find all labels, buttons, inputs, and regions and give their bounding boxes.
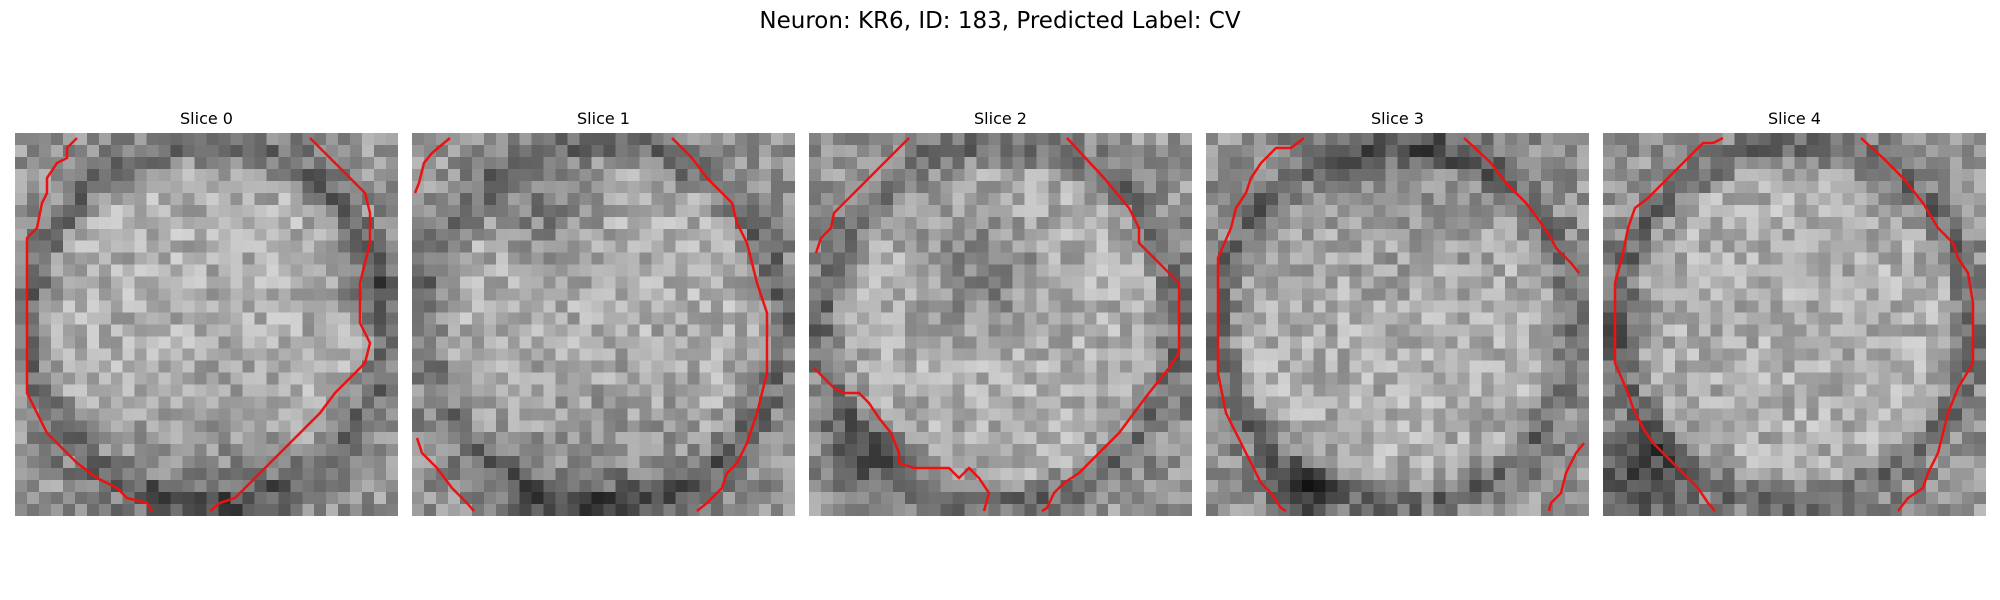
figure-title: Neuron: KR6, ID: 183, Predicted Label: C… [0, 8, 2000, 34]
slice-1-contour-topleft [415, 138, 450, 193]
slice-4-contour [1603, 133, 1986, 516]
slice-0-contour-left [27, 138, 152, 511]
slice-1-contour-bottomleft [417, 438, 474, 511]
slice-3-contour-topright [1464, 138, 1579, 273]
slice-4-panel: Slice 4 [1603, 107, 1986, 131]
slice-0-title: Slice 0 [15, 107, 398, 131]
slice-0-contour-right [210, 138, 370, 511]
slice-3-contour [1206, 133, 1589, 516]
slice-2-contour-right [1042, 138, 1179, 511]
slice-4-contour-left [1615, 138, 1723, 511]
slice-3-contour-left [1218, 138, 1304, 511]
slice-1-title: Slice 1 [412, 107, 795, 131]
slice-3-panel: Slice 3 [1206, 107, 1589, 131]
slice-3-contour-bottomright [1549, 443, 1584, 511]
slice-4-contour-right [1861, 138, 1973, 511]
slice-0-panel: Slice 0 [15, 107, 398, 131]
slice-2-contour-bottom [814, 368, 989, 511]
slice-1-contour [412, 133, 795, 516]
slice-2-panel: Slice 2 [809, 107, 1192, 131]
slice-1-panel: Slice 1 [412, 107, 795, 131]
slice-1-contour-right [672, 138, 767, 511]
slice-0-contour [15, 133, 398, 516]
slice-4-title: Slice 4 [1603, 107, 1986, 131]
slice-2-title: Slice 2 [809, 107, 1192, 131]
slice-2-contour-topleft [816, 138, 909, 253]
slice-2-contour [809, 133, 1192, 516]
slice-3-title: Slice 3 [1206, 107, 1589, 131]
